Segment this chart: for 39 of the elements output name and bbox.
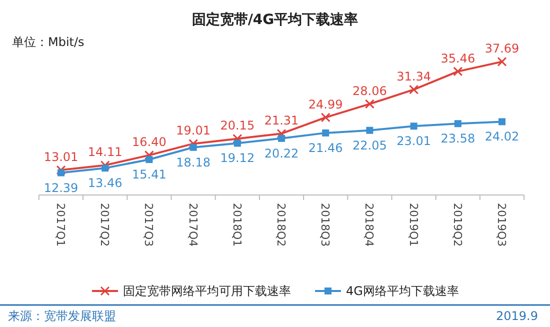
data-label: 24.99: [308, 97, 343, 112]
data-label: 15.41: [132, 168, 166, 182]
data-label: 24.02: [484, 130, 520, 144]
x-tick-label: 2018Q1: [230, 203, 244, 247]
data-label: 28.06: [352, 84, 387, 98]
source-note: 来源：宽带发展联盟: [8, 309, 116, 323]
data-label: 31.34: [396, 70, 431, 84]
x-tick-label: 2017Q3: [142, 203, 156, 247]
chart-title: 固定宽带/4G平均下载速率: [192, 11, 358, 28]
x-tick-label: 2018Q3: [318, 203, 332, 247]
x-tick-label: 2017Q2: [98, 203, 112, 247]
x-tick-label: 2019Q2: [450, 203, 464, 247]
data-label: 19.01: [176, 124, 210, 138]
x-tick-label: 2018Q2: [274, 203, 288, 247]
data-label: 37.69: [484, 42, 520, 56]
data-label: 13.46: [88, 176, 122, 190]
x-tick-label: 2019Q1: [406, 203, 420, 247]
data-label: 22.05: [352, 138, 387, 152]
x-tick-label: 2017Q4: [186, 203, 200, 247]
data-label: 20.22: [264, 146, 299, 160]
chart-subtitle: 单位：Mbit/s: [12, 35, 84, 49]
data-label: 16.40: [132, 135, 166, 150]
data-label: 35.46: [440, 51, 476, 66]
data-label: 13.01: [44, 150, 78, 164]
data-label: 21.46: [308, 140, 343, 155]
data-label: 14.11: [88, 145, 122, 160]
x-tick-label: 2019Q3: [495, 203, 508, 247]
data-label: 21.31: [264, 114, 299, 128]
data-label: 23.01: [396, 134, 431, 148]
legend-label: 固定宽带网络平均可用下载速率: [123, 284, 291, 298]
data-label: 20.15: [220, 118, 255, 133]
data-label: 19.12: [220, 151, 255, 166]
data-label: 12.39: [44, 180, 78, 195]
x-tick-label: 2017Q1: [54, 203, 67, 247]
legend-label: 4G网络平均下载速率: [346, 284, 459, 298]
data-label: 23.58: [440, 132, 476, 146]
data-label: 18.18: [176, 155, 210, 170]
x-tick-label: 2018Q4: [362, 203, 376, 247]
text: 2019.9: [496, 309, 538, 323]
